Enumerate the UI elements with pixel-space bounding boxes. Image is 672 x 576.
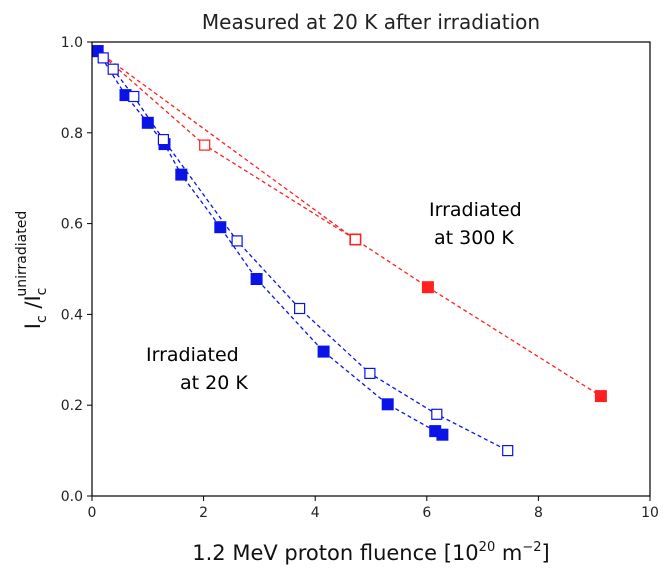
chart-title: Measured at 20 K after irradiation: [202, 10, 540, 34]
data-point: [436, 428, 449, 441]
x-tick-label: 4: [311, 505, 320, 521]
y-tick-label: 1.0: [61, 35, 83, 51]
data-point: [157, 134, 169, 146]
data-point: [107, 63, 119, 75]
x-tick-label: 2: [199, 505, 208, 521]
annotation-300k: Irradiated at 300 K: [429, 199, 528, 249]
data-point: [317, 345, 330, 358]
annotation-20k: Irradiated at 20 K: [146, 344, 248, 394]
data-point: [421, 281, 434, 294]
x-tick-label: 10: [641, 505, 659, 521]
data-point: [294, 302, 306, 315]
x-axis-label: 1.2 MeV proton fluence [1020 m−2]: [192, 540, 549, 565]
x-tick-label: 8: [534, 505, 543, 521]
data-point: [250, 273, 263, 285]
series-2: [91, 45, 449, 441]
data-point: [502, 445, 514, 457]
y-tick-label: 0.6: [61, 217, 83, 233]
data-point: [141, 116, 154, 129]
data-point: [97, 52, 109, 64]
y-tick-label: 0.2: [61, 398, 83, 414]
y-tick-label: 0.0: [61, 489, 83, 505]
series-line: [97, 50, 356, 241]
annotation-20k-line2: at 20 K: [180, 372, 248, 394]
x-tick-label: 0: [88, 505, 97, 521]
data-point: [214, 221, 227, 234]
data-point: [381, 398, 394, 411]
y-tick-label: 0.8: [61, 126, 83, 142]
plot-frame: [91, 41, 651, 497]
annotation-300k-line2: at 300 K: [434, 227, 514, 249]
series-line: [97, 50, 443, 436]
data-point: [199, 139, 211, 151]
series-3: [97, 52, 514, 457]
data-point: [431, 408, 443, 420]
annotation-20k-line1: Irradiated: [146, 344, 239, 366]
series-line: [102, 57, 508, 452]
series-layer: [91, 45, 607, 457]
data-point: [231, 235, 243, 247]
data-point: [364, 367, 376, 379]
ticks-layer: 0 2 4 6 8 10 0.0 0.2 0.4 0.6 0.8 1.0: [61, 35, 659, 521]
data-point: [128, 90, 140, 103]
annotation-300k-line1: Irradiated: [429, 199, 522, 221]
data-point: [175, 168, 188, 181]
y-tick-label: 0.4: [61, 307, 83, 323]
series-1: [91, 45, 361, 246]
y-axis-label: Ic /Icunirradiated: [14, 211, 50, 329]
x-tick-label: 6: [422, 505, 431, 521]
data-point: [594, 390, 607, 403]
data-point: [349, 233, 361, 246]
